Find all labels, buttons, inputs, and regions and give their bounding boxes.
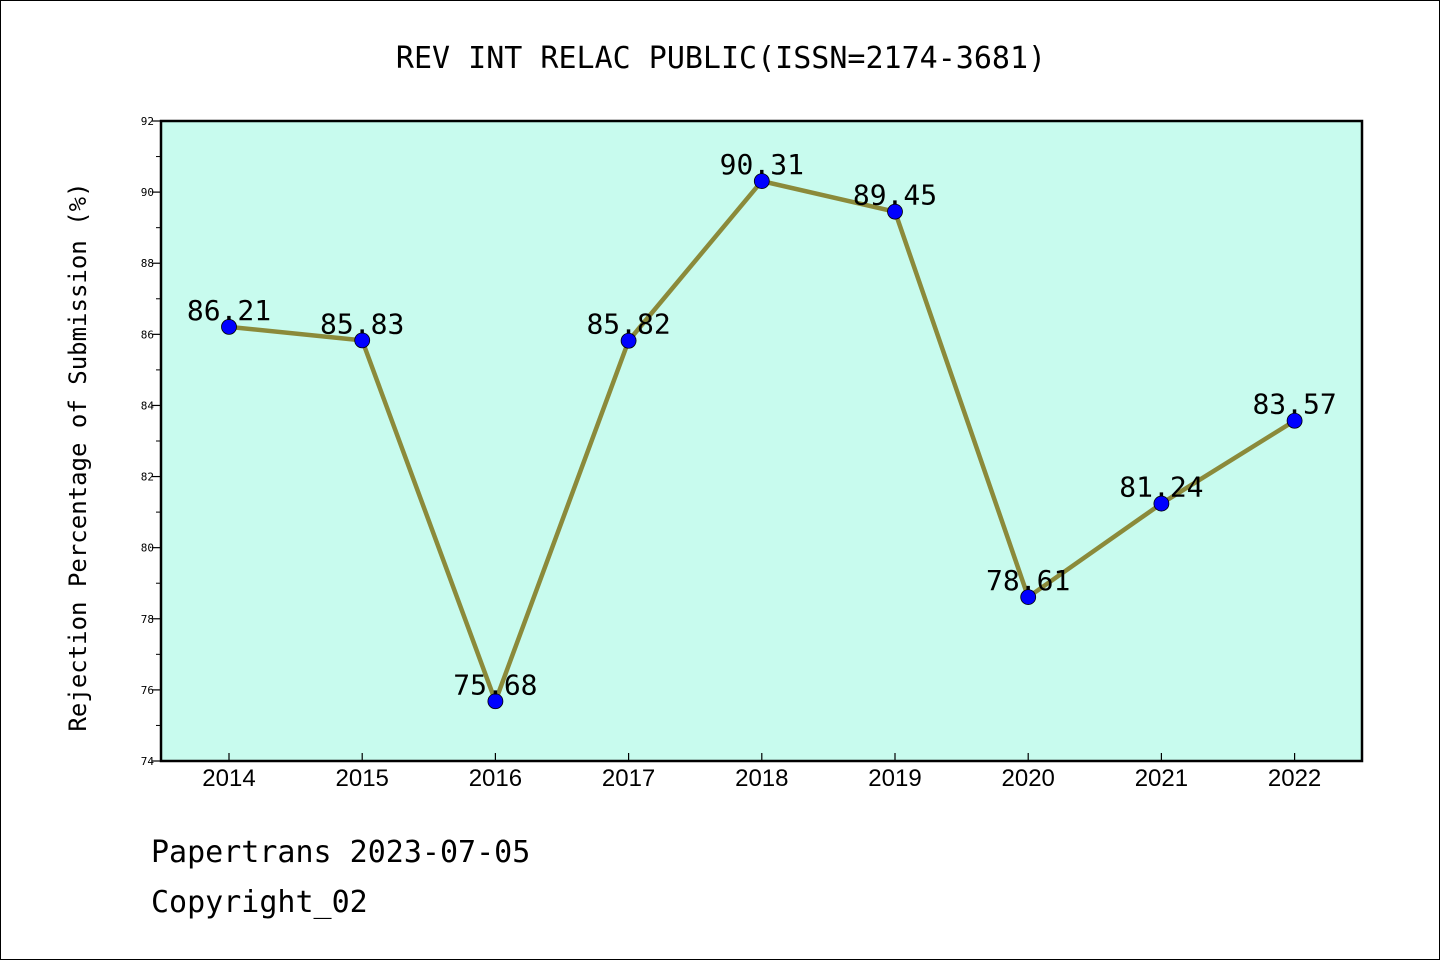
x-tick-label: 2014 (202, 765, 255, 792)
y-axis-ticks: 74 76 78 80 82 84 86 88 90 92 (141, 115, 161, 768)
y-tick-label: 78 (141, 613, 154, 626)
data-point (753, 173, 770, 189)
y-tick-label: 84 (141, 399, 155, 412)
y-tick-label: 76 (141, 684, 154, 697)
data-point (620, 332, 637, 349)
data-point (1153, 495, 1170, 512)
y-axis-label: Rejection Percentage of Submission (%) (64, 182, 92, 731)
chart-title: REV INT RELAC PUBLIC(ISSN=2174-3681) (396, 41, 1046, 76)
data-label: 75.68 (453, 668, 537, 701)
x-tick-label: 2021 (1135, 765, 1188, 792)
data-point (1020, 589, 1037, 605)
data-point (487, 693, 504, 710)
y-tick-label: 74 (141, 755, 155, 768)
y-tick-label: 82 (141, 471, 154, 484)
y-tick-label: 92 (141, 115, 154, 128)
data-label: 85.83 (320, 307, 404, 340)
y-tick-label: 80 (141, 542, 154, 555)
x-tick-label: 2018 (735, 765, 788, 792)
data-label: 83.57 (1252, 388, 1336, 421)
y-tick-label: 86 (141, 328, 154, 341)
footer-date: Papertrans 2023-07-05 (151, 835, 531, 870)
data-label: 78.61 (986, 564, 1070, 597)
plot-area (159, 119, 1364, 763)
footer-copyright: Copyright_02 (151, 885, 368, 920)
x-axis-ticks: 2014 2015 2016 2017 2018 2019 2020 2021 2022 (202, 753, 1321, 792)
x-tick-label: 2017 (602, 765, 655, 792)
y-tick-label: 88 (141, 257, 154, 270)
x-tick-label: 2015 (336, 765, 389, 792)
data-point (1286, 412, 1303, 429)
x-tick-label: 2020 (1002, 765, 1055, 792)
y-tick-label: 90 (141, 186, 154, 199)
data-markers (221, 173, 1303, 710)
data-label: 86.21 (187, 294, 271, 327)
data-label: 85.82 (586, 308, 670, 341)
x-tick-label: 2019 (868, 765, 921, 792)
x-tick-label: 2016 (469, 765, 522, 792)
data-label: 90.31 (720, 148, 804, 181)
data-point (221, 318, 237, 335)
data-label: 89.45 (853, 179, 937, 212)
data-point (354, 332, 371, 349)
data-label: 81.24 (1119, 471, 1203, 504)
data-labels: 86.21 85.83 75.68 85.82 90.31 89.45 78.61 81.24… (187, 148, 1337, 701)
data-point (887, 203, 903, 220)
x-tick-label: 2022 (1268, 765, 1321, 792)
